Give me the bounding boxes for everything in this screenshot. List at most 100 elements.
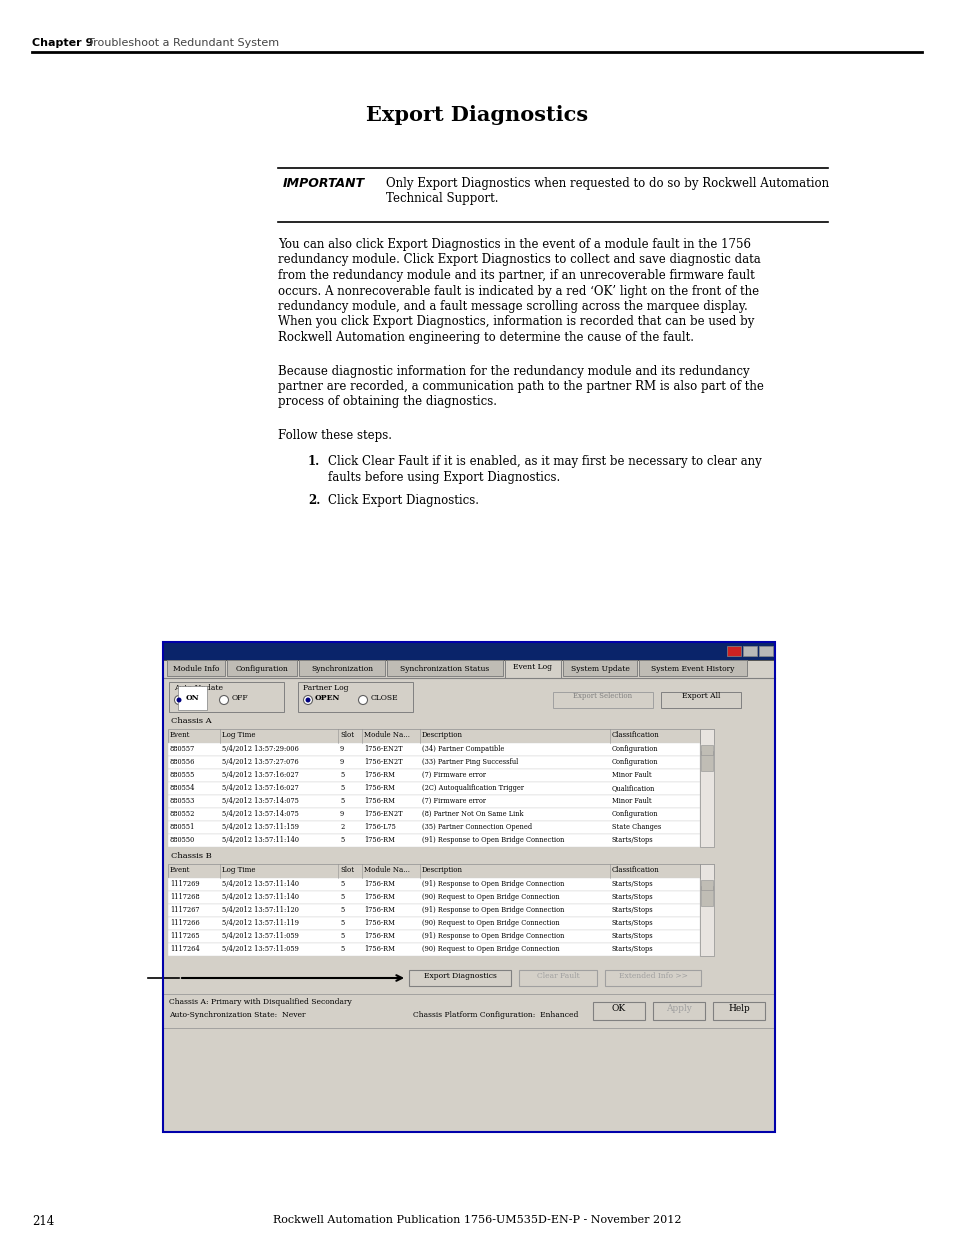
- Circle shape: [176, 698, 181, 703]
- Bar: [168, 782, 700, 795]
- Text: 5/4/2012 13:57:11:159: 5/4/2012 13:57:11:159: [222, 823, 298, 831]
- Text: 1117267: 1117267: [170, 906, 199, 914]
- Bar: [639, 659, 746, 676]
- Bar: [168, 808, 700, 821]
- Text: 5: 5: [339, 797, 344, 805]
- Bar: [163, 994, 774, 1028]
- Text: 5/4/2012 13:57:29:006: 5/4/2012 13:57:29:006: [222, 745, 298, 753]
- Bar: [169, 682, 284, 713]
- Text: (90) Request to Open Bridge Connection: (90) Request to Open Bridge Connection: [421, 893, 559, 902]
- Bar: [168, 821, 700, 834]
- Text: 1117268: 1117268: [170, 893, 199, 902]
- Text: occurs. A nonrecoverable fault is indicated by a red ‘OK’ light on the front of : occurs. A nonrecoverable fault is indica…: [277, 284, 759, 298]
- Text: Help: Help: [727, 1004, 749, 1013]
- Text: 5: 5: [339, 932, 344, 940]
- Text: OFF: OFF: [232, 694, 249, 701]
- Text: Description: Description: [421, 866, 462, 874]
- Text: Auto-Update: Auto-Update: [173, 684, 223, 692]
- Text: 9: 9: [339, 810, 344, 818]
- Text: Rockwell Automation engineering to determine the cause of the fault.: Rockwell Automation engineering to deter…: [277, 331, 693, 345]
- Text: Log Time: Log Time: [222, 731, 255, 739]
- Text: Rockwell Automation Publication 1756-UM535D-EN-P - November 2012: Rockwell Automation Publication 1756-UM5…: [273, 1215, 680, 1225]
- Text: 1756-EN2T: 1756-EN2T: [364, 810, 402, 818]
- Text: 1756-RM: 1756-RM: [364, 945, 395, 953]
- Text: 5: 5: [339, 784, 344, 792]
- Bar: [168, 918, 700, 930]
- Text: (8) Partner Not On Same Link: (8) Partner Not On Same Link: [421, 810, 523, 818]
- Text: 2: 2: [339, 823, 344, 831]
- Text: 1756-RM: 1756-RM: [364, 919, 395, 927]
- Bar: [700, 745, 712, 755]
- Text: Synchronization: Synchronization: [311, 664, 373, 673]
- Text: 5: 5: [339, 771, 344, 779]
- Text: CLOSE: CLOSE: [371, 694, 398, 701]
- Text: 9: 9: [339, 745, 344, 753]
- Text: Configuration: Configuration: [612, 810, 658, 818]
- Text: process of obtaining the diagnostics.: process of obtaining the diagnostics.: [277, 395, 497, 409]
- Text: Export Diagnostics: Export Diagnostics: [366, 105, 587, 125]
- Text: 5: 5: [339, 893, 344, 902]
- Text: Synchronization Status: Synchronization Status: [400, 664, 489, 673]
- Text: Only Export Diagnostics when requested to do so by Rockwell Automation: Only Export Diagnostics when requested t…: [386, 177, 828, 190]
- Text: (34) Partner Compatible: (34) Partner Compatible: [421, 745, 504, 753]
- Bar: [700, 881, 712, 890]
- Text: 5/4/2012 13:57:14:075: 5/4/2012 13:57:14:075: [222, 810, 298, 818]
- Bar: [167, 659, 225, 676]
- Bar: [604, 969, 700, 986]
- Text: (90) Request to Open Bridge Connection: (90) Request to Open Bridge Connection: [421, 945, 559, 953]
- Text: 880552: 880552: [170, 810, 195, 818]
- Bar: [298, 659, 385, 676]
- Bar: [387, 659, 502, 676]
- Text: Event: Event: [170, 731, 191, 739]
- Bar: [700, 751, 712, 771]
- Circle shape: [305, 698, 310, 703]
- Text: 2.: 2.: [308, 494, 320, 508]
- Text: 1756-RM: 1756-RM: [364, 881, 395, 888]
- Text: Technical Support.: Technical Support.: [386, 191, 498, 205]
- Text: 5/4/2012 13:57:11:059: 5/4/2012 13:57:11:059: [222, 932, 298, 940]
- Bar: [168, 930, 700, 944]
- Bar: [163, 642, 774, 659]
- Text: 5/4/2012 13:57:14:075: 5/4/2012 13:57:14:075: [222, 797, 298, 805]
- Text: 5/4/2012 13:57:11:140: 5/4/2012 13:57:11:140: [222, 881, 298, 888]
- Text: Export All: Export All: [681, 692, 720, 700]
- Text: (7) Firmware error: (7) Firmware error: [421, 797, 485, 805]
- Bar: [726, 646, 740, 656]
- Text: (91) Response to Open Bridge Connection: (91) Response to Open Bridge Connection: [421, 906, 564, 914]
- Text: Because diagnostic information for the redundancy module and its redundancy: Because diagnostic information for the r…: [277, 364, 749, 378]
- Text: Starts/Stops: Starts/Stops: [612, 893, 653, 902]
- Bar: [652, 1002, 704, 1020]
- Text: Configuration: Configuration: [612, 745, 658, 753]
- Bar: [168, 729, 713, 743]
- Bar: [163, 642, 774, 1132]
- Text: Configuration: Configuration: [612, 758, 658, 766]
- Text: Minor Fault: Minor Fault: [612, 771, 651, 779]
- Text: Slot: Slot: [339, 866, 354, 874]
- Text: 880551: 880551: [170, 823, 195, 831]
- Circle shape: [358, 695, 367, 704]
- Text: 1117265: 1117265: [170, 932, 199, 940]
- Text: Click Clear Fault if it is enabled, as it may first be necessary to clear any: Click Clear Fault if it is enabled, as i…: [328, 454, 760, 468]
- Text: 1756-RM: 1756-RM: [364, 906, 395, 914]
- Circle shape: [174, 695, 183, 704]
- Text: Troubleshoot a Redundant System: Troubleshoot a Redundant System: [88, 38, 279, 48]
- Text: (2C) Autoqualification Trigger: (2C) Autoqualification Trigger: [421, 784, 523, 792]
- Text: Clear Fault: Clear Fault: [537, 972, 578, 981]
- Text: from the redundancy module and its partner, if an unrecoverable firmware fault: from the redundancy module and its partn…: [277, 269, 754, 282]
- Text: 1756-EN2T: 1756-EN2T: [364, 758, 402, 766]
- Bar: [168, 743, 700, 756]
- Bar: [297, 682, 413, 713]
- Text: Configuration: Configuration: [235, 664, 288, 673]
- Text: State Changes: State Changes: [612, 823, 660, 831]
- Bar: [700, 729, 713, 847]
- Bar: [409, 969, 511, 986]
- Bar: [168, 795, 700, 808]
- Text: 1117266: 1117266: [170, 919, 199, 927]
- Text: 880554: 880554: [170, 784, 195, 792]
- Text: Description: Description: [421, 731, 462, 739]
- Bar: [227, 659, 296, 676]
- Text: 1756-RM: 1756-RM: [364, 836, 395, 844]
- Bar: [168, 944, 700, 956]
- Text: Partner Log: Partner Log: [303, 684, 348, 692]
- Text: 5: 5: [339, 919, 344, 927]
